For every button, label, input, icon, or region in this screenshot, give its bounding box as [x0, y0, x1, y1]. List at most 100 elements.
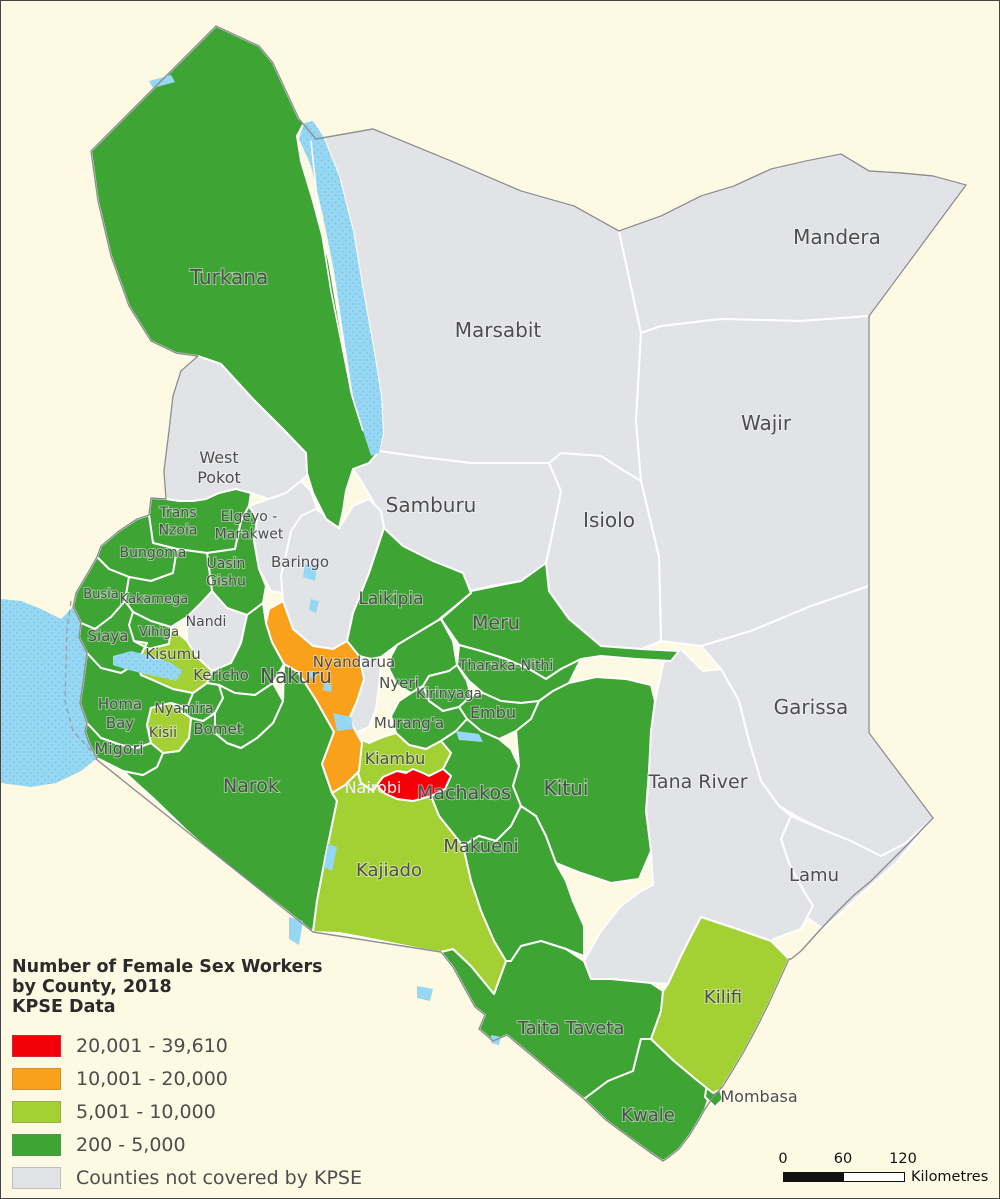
county-kitui [512, 676, 656, 884]
county-layer [72, 25, 967, 1162]
county-label-vihiga: Vihiga [139, 625, 179, 640]
county-meru [440, 562, 680, 680]
masinga-reservoir [456, 731, 483, 742]
county-label-homa-bay: Homa Bay [98, 695, 142, 732]
county-label-mandera: Mandera [793, 225, 881, 249]
lake-victoria [1, 599, 97, 787]
county-label-lamu: Lamu [789, 865, 839, 886]
county-label-taita-taveta: Taita Taveta [517, 1018, 625, 1039]
county-label-meru: Meru [472, 612, 520, 634]
legend-swatch-green [12, 1134, 61, 1156]
lake-magadi [324, 844, 337, 871]
lake-nw [149, 75, 175, 88]
winam-gulf [113, 651, 183, 681]
lake-naivasha [333, 713, 353, 731]
county-label-busia: Busia [83, 587, 119, 602]
county-label-baringo: Baringo [271, 553, 329, 571]
lake-turkana-divider [310, 140, 364, 432]
county-label-kwale: Kwale [621, 1105, 675, 1126]
scalebar-segment-filled [784, 1173, 844, 1181]
lake-baringo [303, 564, 317, 581]
county-label-narok: Narok [223, 775, 279, 797]
lake-nakuru [323, 683, 332, 692]
legend-swatch-lightgreen [12, 1101, 61, 1123]
county-label-machakos: Machakos [417, 782, 511, 804]
country-outline [72, 25, 967, 1162]
county-bomet [214, 682, 284, 749]
scalebar-tick-0: 0 [778, 1151, 788, 1167]
county-nairobi [376, 768, 452, 802]
legend-swatch-red [12, 1035, 61, 1057]
county-label-kitui: Kitui [544, 776, 589, 800]
legend-label: 10,001 - 20,000 [76, 1068, 228, 1090]
county-label-uasin-gishu: Uasin Gishu [206, 556, 246, 590]
county-label-trans-nzoia: Trans Nzoia [159, 505, 198, 539]
county-kisii [146, 702, 192, 754]
county-label-mombasa: Mombasa [720, 1087, 797, 1106]
county-label-laikipia: Laikipia [358, 589, 423, 609]
county-label-kiambu: Kiambu [365, 749, 426, 768]
county-label-samburu: Samburu [386, 493, 477, 517]
county-nakuru [265, 600, 365, 794]
scalebar-ticks: 0 60 120 [771, 1151, 991, 1169]
lake-bogoria [309, 599, 319, 613]
county-label-wajir: Wajir [741, 411, 792, 435]
legend-item-red: 20,001 - 39,610 [12, 1035, 362, 1057]
county-label-nyamira: Nyamira [154, 701, 213, 717]
county-label-kericho: Kericho [193, 666, 249, 684]
map-title-line: KPSE Data [12, 997, 116, 1017]
county-label-makueni: Makueni [443, 836, 518, 857]
county-wajir [635, 315, 870, 647]
legend-label: 5,001 - 10,000 [76, 1101, 216, 1123]
lake-elementeita [309, 671, 317, 679]
county-label-siaya: Siaya [88, 627, 129, 645]
legend-item-orange: 10,001 - 20,000 [12, 1068, 362, 1090]
legend-item-lightgreen: 5,001 - 10,000 [12, 1101, 362, 1123]
county-label-murang-a: Murang'a [374, 714, 444, 732]
lake-layer [1, 75, 501, 1045]
label-layer: Marsabit Mandera Wajir West Pokot Samburu Isio… [82, 224, 882, 1127]
scalebar-bar [783, 1172, 905, 1182]
county-label-garissa: Garissa [774, 695, 849, 719]
county-label-embu: Embu [470, 703, 516, 722]
county-label-nairobi: Nairobi [345, 778, 402, 797]
legend-label: 20,001 - 39,610 [76, 1035, 228, 1057]
county-label-tana-river: Tana River [647, 771, 747, 793]
county-label-nyandarua: Nyandarua [313, 653, 395, 671]
legend-swatch-orange [12, 1068, 61, 1090]
county-label-tharaka-nithi: Tharaka-Nithi [458, 658, 553, 674]
county-label-kirinyaga: Kirinyaga [416, 686, 482, 702]
scalebar-tick-120: 120 [889, 1151, 917, 1167]
county-label-nandi: Nandi [186, 614, 227, 630]
county-label-west-pokot: West Pokot [197, 448, 241, 487]
lake-natron [289, 917, 303, 945]
county-label-migori: Migori [94, 739, 143, 758]
county-label-elgeyo-marakwet: Elgeyo -Marakwet [215, 509, 284, 543]
county-label-kisii: Kisii [149, 725, 177, 741]
outline-layer [64, 25, 967, 1162]
county-label-nyeri: Nyeri [379, 674, 419, 692]
scalebar-tick-60: 60 [833, 1151, 853, 1167]
county-label-kisumu: Kisumu [145, 645, 200, 663]
county-label-nakuru: Nakuru [260, 664, 332, 688]
county-label-kakamega: Kakamega [120, 592, 188, 607]
lake-amboseli [417, 986, 433, 1001]
legend-label: Counties not covered by KPSE [76, 1167, 363, 1189]
map-title-line: by County, 2018 [12, 977, 172, 997]
county-label-kilifi: Kilifi [704, 987, 742, 1008]
county-label-bomet: Bomet [193, 720, 242, 738]
legend: 20,001 - 39,610 10,001 - 20,000 5,001 - … [12, 1024, 362, 1189]
legend-item-gray: Counties not covered by KPSE [12, 1167, 362, 1189]
county-lamu [780, 815, 934, 930]
scalebar-segment-empty [844, 1173, 904, 1181]
county-label-bungoma: Bungoma [119, 545, 186, 561]
lake-turkana [299, 121, 383, 456]
legend-item-green: 200 - 5,000 [12, 1134, 362, 1156]
scalebar: 0 60 120 Kilometres [771, 1151, 991, 1191]
county-label-turkana: Turkana [189, 265, 269, 289]
county-label-kajiado: Kajiado [356, 860, 422, 881]
map-title-line: Number of Female Sex Workers [12, 957, 323, 977]
county-label-isiolo: Isiolo [583, 508, 635, 532]
